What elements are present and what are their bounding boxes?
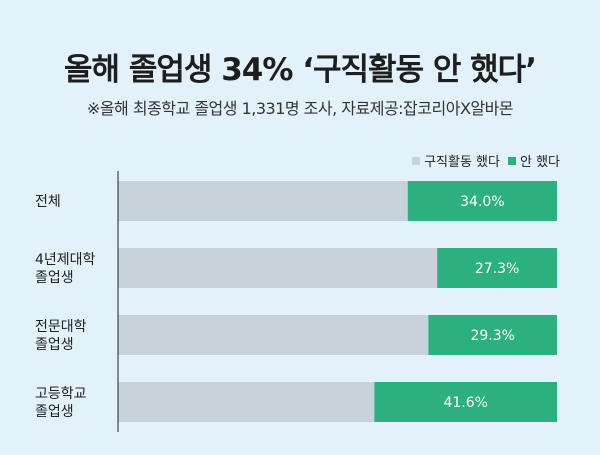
bar-did-0	[118, 181, 408, 221]
legend-swatch-didnt	[507, 156, 516, 165]
category-label-3-1: 졸업생	[35, 404, 74, 420]
data-label-2: 29.3%	[470, 328, 514, 344]
bar-did-3	[118, 382, 375, 422]
category-label-3-0: 고등학교	[35, 386, 87, 402]
bar-did-1	[118, 248, 438, 288]
category-label-1-1: 졸업생	[35, 270, 74, 286]
legend-label-didnt: 안 했다	[519, 155, 560, 170]
bar-didnt-2	[428, 315, 557, 355]
legend-swatch-did	[412, 156, 421, 165]
category-label-0-0: 전체	[35, 194, 61, 210]
category-label-2-1: 졸업생	[35, 337, 74, 353]
legend-item-did: 구직활동 했다	[412, 151, 500, 170]
bar-didnt-0	[407, 181, 557, 221]
data-label-0: 34.0%	[460, 194, 504, 210]
bar-didnt-1	[437, 248, 557, 288]
chart-subtitle: ※올해 최종학교 졸업생 1,331명 조사, 자료제공:잡코리아X알바몬	[86, 99, 514, 118]
category-label-2-0: 전문대학	[35, 319, 87, 335]
bar-didnt-3	[374, 382, 557, 422]
chart-title: 올해 졸업생 34% ‘구직활동 안 했다’	[64, 52, 537, 88]
data-label-1: 27.3%	[475, 261, 519, 277]
category-label-1-0: 4년제대학	[35, 252, 96, 268]
data-label-3: 41.6%	[443, 395, 487, 411]
legend: 구직활동 했다 안 했다	[412, 151, 560, 170]
legend-item-didnt: 안 했다	[507, 151, 560, 170]
legend-label-did: 구직활동 했다	[424, 155, 500, 170]
bar-did-2	[118, 315, 429, 355]
